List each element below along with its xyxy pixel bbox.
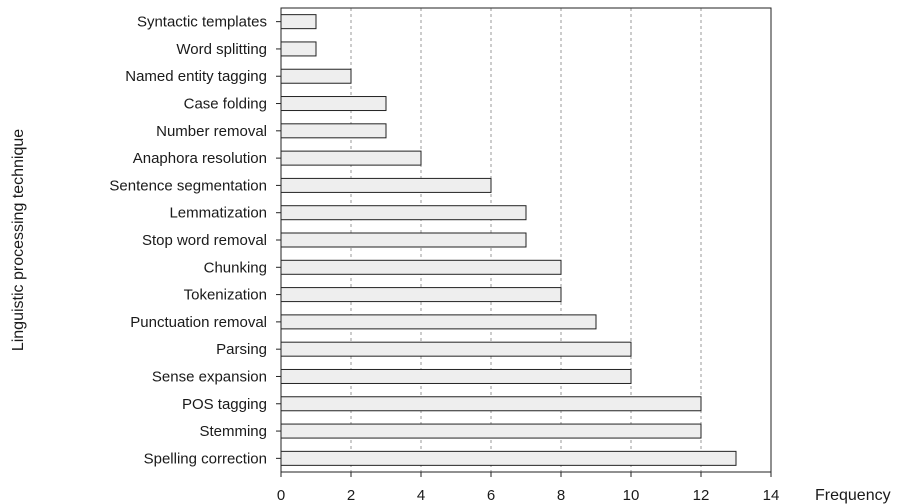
x-tick-label-6: 12 <box>693 487 710 504</box>
x-tick-label-5: 10 <box>623 487 640 504</box>
category-label-15: Stemming <box>199 423 267 440</box>
bar-16 <box>280 450 737 466</box>
category-label-13: Sense expansion <box>152 368 267 385</box>
category-label-7: Lemmatization <box>169 205 267 222</box>
category-label-0: Syntactic templates <box>137 14 267 31</box>
bar-15 <box>280 423 702 439</box>
x-tick-label-0: 0 <box>277 487 285 504</box>
y-axis-title: Linguistic processing technique <box>10 129 27 351</box>
x-tick-label-4: 8 <box>557 487 565 504</box>
category-label-1: Word splitting <box>176 41 267 58</box>
category-label-4: Number removal <box>156 123 267 140</box>
category-label-5: Anaphora resolution <box>133 150 267 167</box>
category-label-8: Stop word removal <box>142 232 267 249</box>
category-label-10: Tokenization <box>184 287 267 304</box>
x-tick-label-1: 2 <box>347 487 355 504</box>
bar-6 <box>280 177 492 193</box>
category-label-2: Named entity tagging <box>125 68 267 85</box>
bar-10 <box>280 287 562 303</box>
x-axis-title: Frequency <box>815 487 891 504</box>
bar-1 <box>280 41 317 57</box>
category-label-11: Punctuation removal <box>130 314 267 331</box>
category-label-6: Sentence segmentation <box>109 177 267 194</box>
bar-11 <box>280 314 597 330</box>
bar-5 <box>280 150 422 166</box>
x-axis-ticks: 0 2 4 6 8 10 12 14 <box>277 472 780 504</box>
bar-8 <box>280 232 527 248</box>
category-label-9: Chunking <box>204 259 267 276</box>
bar-9 <box>280 259 562 275</box>
category-labels: Syntactic templates Word splitting Named e… <box>109 14 281 467</box>
bar-7 <box>280 205 527 221</box>
bar-2 <box>280 68 352 84</box>
bar-3 <box>280 96 387 112</box>
bar-0 <box>280 14 317 30</box>
grid-layer <box>350 8 702 472</box>
x-tick-label-3: 6 <box>487 487 495 504</box>
bar-4 <box>280 123 387 139</box>
bar-12 <box>280 341 632 357</box>
category-label-14: POS tagging <box>182 396 267 413</box>
category-label-3: Case folding <box>184 96 267 113</box>
bar-13 <box>280 368 632 384</box>
bar-14 <box>280 396 702 412</box>
bar-layer <box>280 14 737 466</box>
category-label-12: Parsing <box>216 341 267 358</box>
x-tick-label-7: 14 <box>763 487 780 504</box>
x-tick-label-2: 4 <box>417 487 425 504</box>
category-label-16: Spelling correction <box>144 450 267 467</box>
